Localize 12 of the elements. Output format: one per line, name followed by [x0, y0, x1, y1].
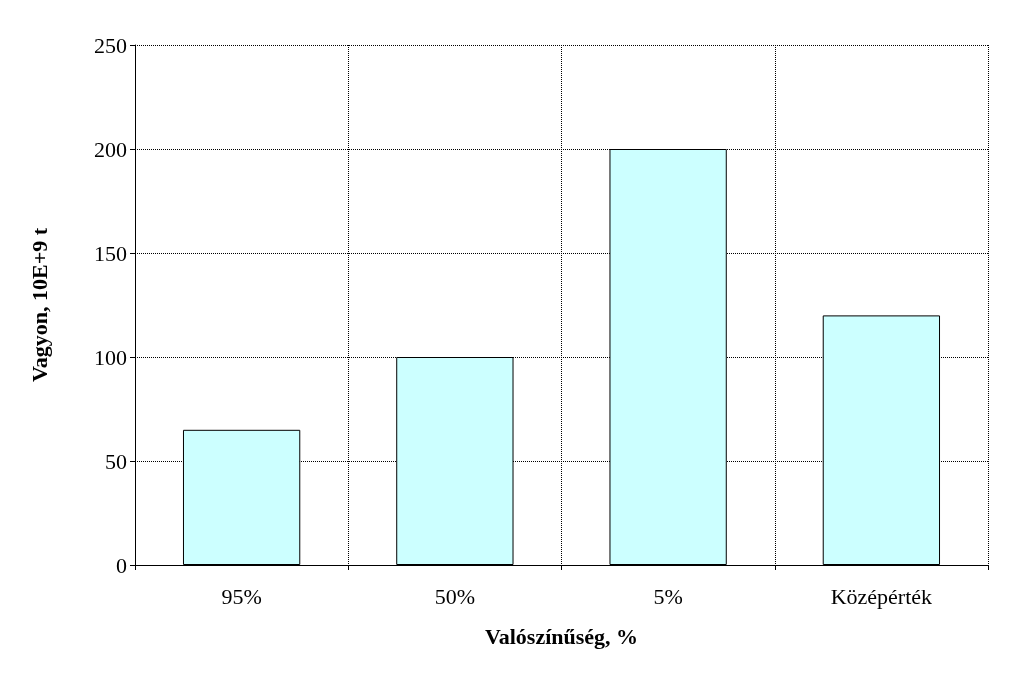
x-axis-title: Valószínűség, %	[484, 623, 639, 649]
y-axis-title: Vagyon, 10E+9 t	[26, 227, 52, 383]
x-tick-label: 50%	[434, 583, 476, 609]
y-tick-label: 200	[94, 136, 127, 162]
x-tick-label: 95%	[221, 583, 262, 609]
x-tick-label: 5%	[653, 583, 683, 609]
y-tick-label: 0	[116, 552, 127, 578]
y-tick-label: 150	[94, 240, 127, 266]
y-tick-label: 50	[105, 448, 127, 474]
x-tick-label: Középérték	[830, 583, 933, 609]
y-tick-label: 250	[94, 32, 127, 58]
y-tick-label: 100	[94, 344, 127, 370]
